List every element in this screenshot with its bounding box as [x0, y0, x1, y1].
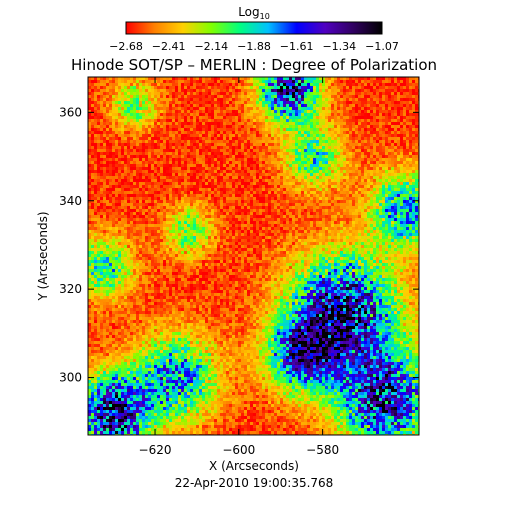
- x-tick-label: −620: [139, 443, 172, 457]
- colorbar-label-base: Log: [238, 5, 259, 19]
- plot-frame: [87, 76, 420, 436]
- colorbar-tick-label: −1.61: [280, 40, 314, 53]
- colorbar-label-subscript: 10: [260, 12, 270, 21]
- y-axis-ticks: 300 320 340 360: [59, 105, 419, 385]
- colorbar-tick-labels: −2.68 −2.41 −2.14 −1.88 −1.61 −1.34 −1.07: [109, 40, 399, 53]
- y-tick-label: 320: [59, 282, 82, 296]
- x-axis-ticks: −620 −600 −580: [139, 77, 339, 457]
- colorbar: Log10 −2.68 −2.41 −2.14 −1.88 −1.61 −1.34 −1.0…: [109, 5, 399, 53]
- x-axis-label: X (Arcseconds): [209, 459, 299, 473]
- chart-title: Hinode SOT/SP – MERLIN : Degree of Polar…: [71, 56, 437, 74]
- colorbar-tick-label: −1.07: [365, 40, 399, 53]
- y-axis-label: Y (Arcseconds): [36, 211, 50, 301]
- y-tick-label: 360: [59, 105, 82, 119]
- observation-timestamp: 22-Apr-2010 19:00:35.768: [175, 476, 334, 490]
- colorbar-tick-label: −2.41: [152, 40, 186, 53]
- x-tick-label: −580: [306, 443, 339, 457]
- colorbar-gradient: [125, 21, 383, 35]
- colorbar-label: Log10: [238, 5, 270, 21]
- colorbar-tick-label: −1.88: [237, 40, 271, 53]
- colorbar-tick-label: −2.14: [194, 40, 228, 53]
- y-tick-label: 340: [59, 194, 82, 208]
- colorbar-tick-label: −2.68: [109, 40, 143, 53]
- plot-area: −620 −600 −580 300 320 340 360: [59, 76, 420, 457]
- x-tick-label: −600: [222, 443, 255, 457]
- heatmap-image: [88, 77, 419, 435]
- colorbar-tick-label: −1.34: [322, 40, 356, 53]
- y-tick-label: 300: [59, 371, 82, 385]
